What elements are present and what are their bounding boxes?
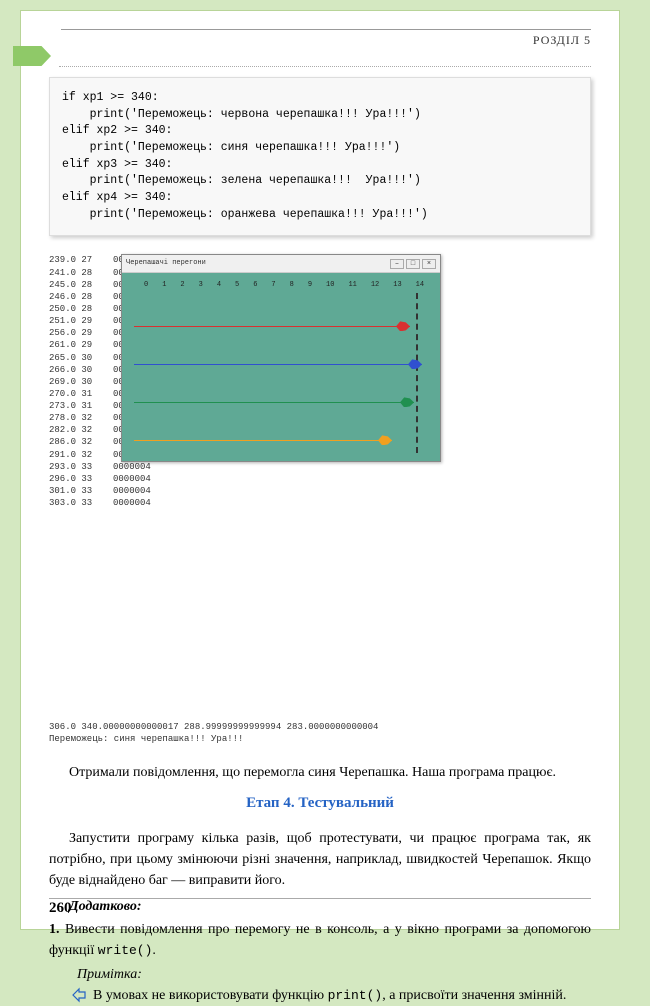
chapter-tab-icon [13,46,51,66]
pointer-hand-icon [71,987,87,1003]
output-winner: Переможець: синя черепашка!!! Ура!!! [49,733,591,745]
textbook-page: РОЗДІЛ 5 if xp1 >= 340: print('Переможец… [20,10,620,930]
section-label: РОЗДІЛ 5 [533,33,591,48]
header-rule [61,29,591,30]
note-text-b: , а присвоїти значення змінній. [382,988,566,1003]
turtle-green-icon [400,397,414,407]
output-left-column: 239.0 27241.0 28245.0 28246.0 28250.0 28… [49,254,109,509]
code-print: print() [328,988,383,1003]
paragraph-testing: Запустити програму кілька разів, щоб про… [49,828,591,891]
turtle-blue-icon [408,359,422,369]
trail-orange [134,440,392,441]
dotted-rule [59,66,591,67]
maximize-icon[interactable]: □ [406,259,420,269]
output-bottom: 306.0 340.00000000000017 288.99999999999… [49,721,591,745]
turtle-canvas: 01234567891011121314 [122,273,440,463]
output-final-coords: 306.0 340.00000000000017 288.99999999999… [49,721,591,733]
turtle-graphics-window: Черепашачі перегони – □ × 01234567891011… [121,254,441,462]
axis-labels: 01234567891011121314 [144,281,432,290]
note-text-a: В умовах не використовувати функцію [93,988,328,1003]
additional-label: Додатково: [49,899,591,915]
window-titlebar: Черепашачі перегони – □ × [122,255,440,273]
trail-green [134,402,414,403]
turtle-red-icon [396,321,410,331]
window-controls: – □ × [390,259,436,269]
paragraph-result: Отримали повідомлення, що перемогла синя… [49,762,591,783]
trail-red [134,326,410,327]
turtle-orange-icon [378,435,392,445]
footer-rule [49,898,591,899]
note-label: Примітка: [77,967,591,983]
console-output: 239.0 27241.0 28245.0 28246.0 28250.0 28… [49,254,591,745]
list-item-1: 1. Вивести повідомлення про перемогу не … [49,919,591,961]
page-number: 260 [49,900,72,917]
window-title: Черепашачі перегони [126,259,206,268]
stage-heading: Етап 4. Тестувальний [49,795,591,812]
list-number: 1. [49,922,60,937]
close-icon[interactable]: × [422,259,436,269]
minimize-icon[interactable]: – [390,259,404,269]
note-body: В умовах не використовувати функцію prin… [71,985,591,1006]
finish-line [416,293,418,453]
trail-blue [134,364,422,365]
code-listing: if xp1 >= 340: print('Переможець: червон… [49,77,591,236]
